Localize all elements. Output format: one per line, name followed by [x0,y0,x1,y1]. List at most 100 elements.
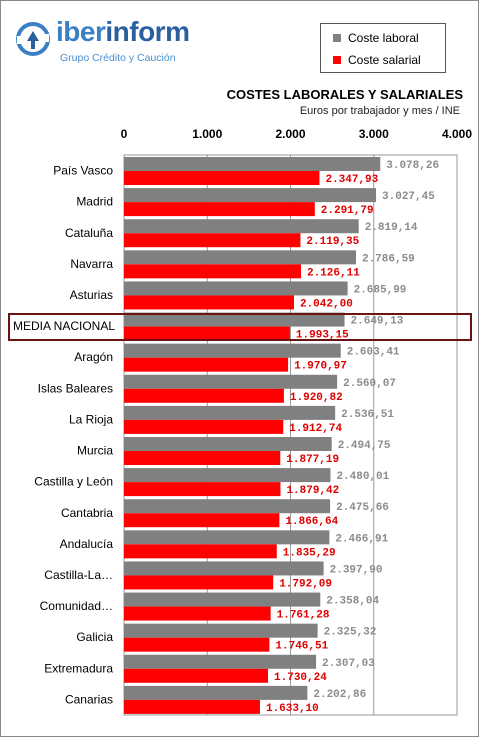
data-label-coste-salarial: 1.920,82 [290,392,343,404]
bar-coste-salarial [124,451,281,465]
category-label: Murcia [77,444,113,458]
data-label-coste-laboral: 2.536,51 [341,409,394,421]
data-label-coste-laboral: 2.494,75 [338,440,391,452]
data-label-coste-laboral: 2.466,91 [335,533,388,545]
brand-name-part1: iber [56,16,106,47]
bar-coste-laboral [124,219,359,234]
brand-tagline: Grupo Crédito y Caución [60,52,176,64]
logo-icon [16,22,50,56]
bar-coste-laboral [124,654,317,669]
category-label: Canarias [65,692,113,706]
data-label-coste-salarial: 1.746,51 [275,641,328,653]
legend-label: Coste laboral [348,31,419,45]
legend-swatch-gray [333,34,341,42]
bar-coste-laboral [124,374,338,389]
data-label-coste-laboral: 2.397,90 [330,564,383,576]
highlight-box-media-nacional [8,313,472,341]
category-label: Castilla-La… [44,568,113,582]
bar-coste-laboral [124,343,341,358]
bar-coste-salarial [124,544,277,559]
category-label: Andalucía [60,537,114,551]
category-label: Comunidad… [40,599,113,613]
data-label-coste-laboral: 2.819,14 [365,222,418,234]
bar-coste-salarial [124,513,280,528]
bar-coste-laboral [124,188,377,203]
data-label-coste-laboral: 2.649,13 [351,316,404,328]
data-label-coste-laboral: 2.685,99 [354,284,407,296]
x-tick-label: 1.000 [192,127,222,141]
data-label-coste-laboral: 2.358,04 [326,596,379,608]
bar-coste-laboral [124,530,330,545]
iberinform-logo: iberinform Grupo Crédito y Caución [13,16,203,67]
data-label-coste-laboral: 2.475,66 [336,502,389,514]
data-label-coste-salarial: 2.119,35 [306,236,359,248]
data-label-coste-laboral: 3.078,26 [386,160,439,172]
data-label-coste-salarial: 1.912,74 [289,423,342,435]
bar-coste-laboral [124,437,332,451]
bar-coste-salarial [124,419,284,434]
bar-coste-laboral [124,312,345,327]
category-label: MEDIA NACIONAL [13,319,115,333]
bar-coste-salarial [124,295,294,310]
data-label-coste-laboral: 2.202,86 [313,689,366,701]
bar-coste-laboral [124,468,331,483]
data-label-coste-salarial: 1.761,28 [277,610,330,622]
category-label: Madrid [76,195,113,209]
bar-coste-salarial [124,357,289,372]
chart-subtitle: Euros por trabajador y mes / INE [299,105,460,117]
data-label-coste-laboral: 2.560,07 [343,378,396,390]
data-label-coste-salarial: 1.993,15 [296,330,349,342]
category-label: La Rioja [69,412,113,426]
x-tick-label: 4.000 [442,127,472,141]
bar-coste-salarial [124,699,260,714]
data-label-coste-salarial: 1.730,24 [274,672,327,684]
data-label-coste-salarial: 1.835,29 [283,547,336,559]
bar-coste-laboral [124,250,356,265]
data-label-coste-salarial: 1.970,97 [294,361,347,373]
bar-coste-laboral [124,685,308,700]
data-label-coste-laboral: 2.480,01 [336,471,389,483]
data-label-coste-laboral: 2.786,59 [362,253,415,265]
x-tick-label: 3.000 [359,127,389,141]
legend-label: Coste salarial [348,53,421,67]
data-label-coste-salarial: 2.042,00 [300,298,353,310]
category-label: Asturias [70,288,113,302]
data-label-coste-salarial: 2.291,79 [321,205,374,217]
bar-coste-salarial [124,171,320,185]
category-label: Extremadura [44,661,113,675]
chart-legend: Coste laboral Coste salarial [320,23,446,73]
x-tick-label: 0 [121,127,128,141]
category-label: País Vasco [53,164,113,178]
legend-item-coste-salarial: Coste salarial [333,53,421,67]
data-label-coste-salarial: 1.792,09 [279,578,332,590]
data-label-coste-salarial: 2.347,93 [325,174,378,186]
bar-coste-laboral [124,561,324,576]
bar-coste-laboral [124,623,318,638]
category-label: Cantabria [61,506,113,520]
bar-coste-salarial [124,482,281,497]
data-label-coste-laboral: 2.307,03 [322,658,375,670]
bar-coste-salarial [124,233,301,248]
bar-coste-laboral [124,157,381,171]
category-label: Aragón [74,350,113,364]
brand-name: iberinform [56,16,190,48]
legend-swatch-red [333,56,341,64]
bar-coste-salarial [124,264,301,279]
bar-coste-salarial [124,668,269,683]
bar-coste-laboral [124,281,348,296]
data-label-coste-salarial: 2.126,11 [307,267,360,279]
category-label: Galicia [76,630,113,644]
category-label: Navarra [70,257,113,271]
category-label: Castilla y León [34,475,113,489]
bar-coste-laboral [124,592,321,607]
data-label-coste-salarial: 1.866,64 [285,516,338,528]
bar-coste-laboral [124,405,336,420]
bar-coste-salarial [124,202,315,217]
data-label-coste-salarial: 1.633,10 [266,703,319,715]
bar-coste-salarial [124,575,274,590]
bar-coste-salarial [124,326,290,341]
data-label-coste-salarial: 1.879,42 [286,485,339,497]
bar-coste-salarial [124,388,284,403]
category-label: Islas Baleares [38,381,113,395]
